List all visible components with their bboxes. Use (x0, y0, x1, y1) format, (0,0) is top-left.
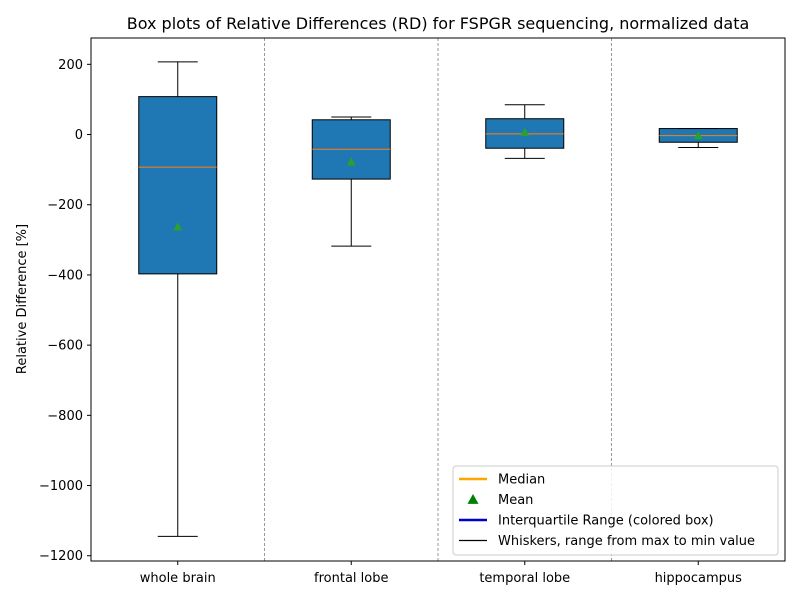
box-hippocampus (658, 128, 738, 149)
y-tick-label: −200 (47, 198, 83, 213)
legend-frame (452, 465, 779, 556)
box-frontal-lobe (311, 116, 391, 247)
legend-entry: Median (498, 473, 545, 488)
plot-frame (90, 37, 786, 562)
legend-entry: Whiskers, range from max to min value (498, 534, 755, 549)
x-tick-label: temporal lobe (479, 571, 570, 586)
mean-marker (173, 222, 183, 231)
x-tick-label: frontal lobe (314, 571, 388, 586)
y-tick-label: −400 (47, 268, 83, 283)
box-whole-brain (138, 61, 218, 537)
legend: Median Mean Interquartile Range (colored b… (452, 465, 779, 556)
chart-title: Box plots of Relative Differences (RD) f… (127, 14, 750, 33)
y-tick-label: −1200 (39, 549, 83, 564)
y-axis-label: Relative Difference [%] (15, 224, 30, 374)
y-tick-label: 200 (58, 58, 83, 73)
x-tick-label: whole brain (140, 571, 216, 586)
iqr-box (138, 96, 218, 275)
y-tick-label: −1000 (39, 479, 83, 494)
x-tick-label: hippocampus (655, 571, 743, 586)
box-temporal-lobe (485, 104, 565, 159)
y-tick-label: −800 (47, 409, 83, 424)
mean-marker (520, 127, 530, 137)
legend-entry: Mean (498, 493, 533, 508)
mean-marker (693, 131, 703, 140)
y-tick-label: 0 (75, 128, 83, 143)
legend-entry: Interquartile Range (colored box) (498, 514, 714, 529)
y-tick-label: −600 (47, 339, 83, 354)
plot-area: 200 0 −200 −400 −600 −800 −1000 −1200 whole brai… (39, 37, 786, 586)
mean-marker (346, 157, 356, 166)
legend-mean-symbol (467, 494, 479, 504)
